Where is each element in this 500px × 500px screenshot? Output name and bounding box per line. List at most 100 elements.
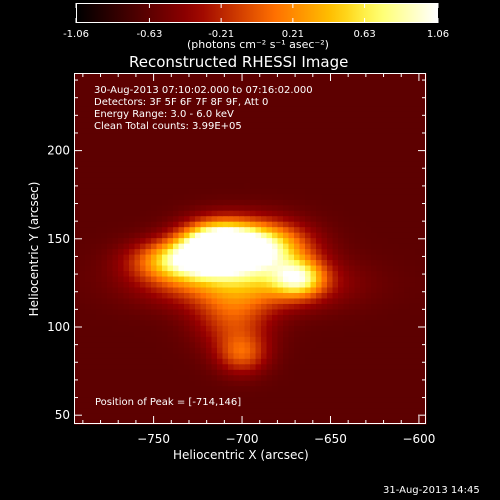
heatmap-cell: [360, 160, 367, 167]
heatmap-cell: [167, 292, 174, 299]
heatmap-cell: [85, 259, 92, 266]
heatmap-cell: [266, 396, 273, 403]
heatmap-cell: [228, 232, 235, 239]
heatmap-cell: [244, 308, 251, 315]
heatmap-cell: [272, 314, 279, 321]
heatmap-cell: [261, 330, 268, 337]
heatmap-cell: [118, 363, 125, 370]
heatmap-cell: [398, 138, 405, 145]
heatmap-cell: [321, 78, 328, 85]
heatmap-cell: [79, 144, 86, 151]
heatmap-cell: [277, 94, 284, 102]
heatmap-cell: [272, 352, 279, 359]
heatmap-cell: [349, 292, 356, 299]
heatmap-cell: [283, 116, 290, 123]
heatmap-cell: [167, 270, 174, 277]
heatmap-cell: [354, 402, 361, 409]
heatmap-cell: [195, 182, 202, 189]
heatmap-cell: [277, 341, 284, 348]
heatmap-cell: [354, 385, 361, 392]
heatmap-cell: [338, 177, 345, 184]
heatmap-cell: [327, 160, 334, 167]
heatmap-cell: [85, 182, 92, 189]
heatmap-cell: [376, 232, 383, 239]
heatmap-cell: [398, 374, 405, 381]
heatmap-cell: [167, 248, 174, 255]
heatmap-cell: [195, 138, 202, 145]
heatmap-cell: [178, 418, 185, 425]
heatmap-cell: [294, 374, 301, 381]
heatmap-cell: [283, 248, 290, 255]
heatmap-cell: [255, 78, 262, 85]
heatmap-cell: [228, 105, 235, 112]
heatmap-cell: [277, 155, 284, 162]
heatmap-cell: [365, 264, 372, 272]
heatmap-cell: [96, 385, 103, 392]
heatmap-cell: [288, 171, 295, 178]
heatmap-cell: [255, 204, 262, 211]
heatmap-cell: [310, 188, 317, 195]
heatmap-cell: [354, 380, 361, 387]
heatmap-cell: [316, 243, 323, 250]
heatmap-cell: [409, 78, 416, 85]
heatmap-cell: [393, 78, 400, 85]
heatmap-cell: [354, 297, 361, 304]
heatmap-cell: [167, 160, 174, 167]
heatmap-cell: [107, 182, 114, 189]
heatmap-cell: [299, 215, 306, 222]
heatmap-cell: [167, 264, 174, 272]
heatmap-cell: [244, 232, 251, 239]
heatmap-cell: [173, 182, 180, 189]
heatmap-cell: [211, 347, 218, 354]
heatmap-cell: [244, 111, 251, 118]
heatmap-cell: [79, 363, 86, 370]
heatmap-cell: [233, 314, 240, 321]
heatmap-cell: [167, 259, 174, 266]
heatmap-cell: [299, 111, 306, 118]
heatmap-cell: [107, 319, 114, 326]
heatmap-cell: [217, 380, 224, 387]
heatmap-cell: [404, 83, 411, 91]
heatmap-cell: [145, 177, 152, 184]
heatmap-cell: [244, 89, 251, 96]
heatmap-cell: [382, 385, 389, 392]
heatmap-cell: [338, 243, 345, 250]
heatmap-cell: [354, 193, 361, 200]
heatmap-cell: [382, 330, 389, 337]
heatmap-cell: [79, 122, 86, 129]
heatmap-cell: [316, 407, 323, 414]
heatmap-cell: [398, 259, 405, 266]
heatmap-cell: [189, 380, 196, 387]
heatmap-cell: [261, 100, 268, 107]
heatmap-cell: [272, 215, 279, 222]
heatmap-cell: [107, 330, 114, 337]
heatmap-cell: [338, 253, 345, 261]
heatmap-cell: [178, 319, 185, 326]
heatmap-cell: [184, 248, 191, 255]
heatmap-cell: [101, 297, 108, 304]
heatmap-cell: [145, 314, 152, 321]
heatmap-cell: [118, 330, 125, 337]
heatmap-cell: [140, 73, 147, 80]
heatmap-cell: [338, 319, 345, 326]
heatmap-cell: [184, 270, 191, 277]
heatmap-cell: [134, 149, 141, 156]
heatmap-cell: [195, 396, 202, 403]
heatmap-cell: [239, 330, 246, 337]
heatmap-cell: [112, 385, 119, 392]
heatmap-cell: [316, 100, 323, 107]
heatmap-cell: [107, 237, 114, 244]
heatmap-cell: [316, 83, 323, 91]
heatmap-cell: [365, 380, 372, 387]
heatmap-cell: [338, 418, 345, 425]
heatmap-cell: [321, 160, 328, 167]
heatmap-cell: [156, 363, 163, 370]
heatmap-cell: [294, 122, 301, 129]
heatmap-cell: [85, 374, 92, 381]
heatmap-cell: [118, 292, 125, 299]
heatmap-cell: [255, 308, 262, 315]
heatmap-cell: [228, 253, 235, 261]
heatmap-cell: [85, 122, 92, 129]
heatmap-cell: [272, 133, 279, 140]
heatmap-cell: [118, 100, 125, 107]
